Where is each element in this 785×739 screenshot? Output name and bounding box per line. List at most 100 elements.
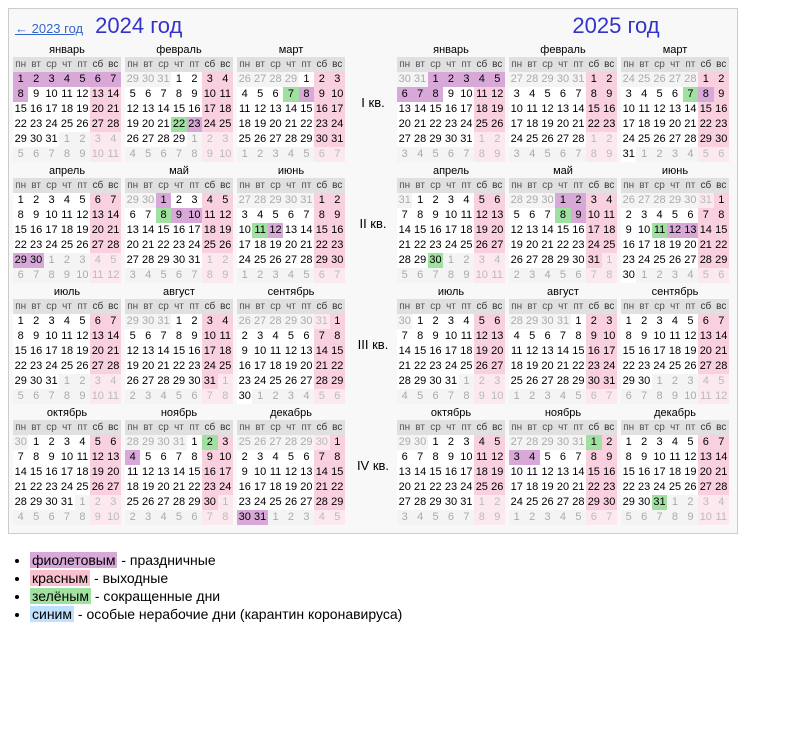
weekday-header: вт bbox=[28, 57, 43, 72]
weekday-header: пт bbox=[459, 178, 474, 193]
day-cell: 1 bbox=[171, 72, 186, 87]
day-cell: 19 bbox=[125, 117, 140, 132]
weekday-header: вс bbox=[218, 57, 233, 72]
day-cell: 21 bbox=[397, 238, 412, 253]
day-cell: 23 bbox=[28, 359, 43, 374]
day-cell: 13 bbox=[683, 223, 698, 238]
day-cell: 2 bbox=[683, 495, 698, 510]
day-cell: 7 bbox=[330, 147, 345, 162]
month-title: сентябрь bbox=[237, 285, 345, 299]
weekday-header: пн bbox=[13, 299, 28, 314]
day-cell: 28 bbox=[540, 253, 555, 268]
day-cell: 6 bbox=[90, 193, 105, 208]
day-cell: 25 bbox=[459, 359, 474, 374]
day-cell: 3 bbox=[237, 208, 252, 223]
day-cell: 9 bbox=[90, 510, 105, 525]
day-cell: 26 bbox=[621, 193, 636, 208]
day-cell: 25 bbox=[636, 132, 651, 147]
day-cell: 19 bbox=[90, 465, 105, 480]
day-cell: 18 bbox=[524, 480, 539, 495]
prev-year-link[interactable]: ← 2023 год bbox=[15, 21, 83, 36]
day-cell: 15 bbox=[156, 223, 171, 238]
day-cell: 8 bbox=[59, 389, 74, 404]
day-cell: 29 bbox=[586, 495, 601, 510]
day-cell: 29 bbox=[540, 72, 555, 87]
day-cell: 9 bbox=[714, 87, 729, 102]
day-cell: 28 bbox=[509, 193, 524, 208]
day-cell: 21 bbox=[13, 480, 28, 495]
quarter-row: январьпнвтсрчтптсбвс12345678910111213141… bbox=[13, 43, 397, 162]
weekday-header: пт bbox=[75, 299, 90, 314]
weekday-header: пн bbox=[509, 57, 524, 72]
weekday-header: ср bbox=[428, 299, 443, 314]
day-cell: 2 bbox=[652, 147, 667, 162]
day-cell: 3 bbox=[474, 253, 489, 268]
month-апрель: апрельпнвтсрчтптсбвс12345678910111213141… bbox=[13, 164, 121, 283]
day-cell: 30 bbox=[44, 495, 59, 510]
day-cell: 4 bbox=[283, 147, 298, 162]
day-cell: 28 bbox=[268, 72, 283, 87]
day-cell: 29 bbox=[299, 435, 314, 450]
day-cell: 25 bbox=[125, 495, 140, 510]
weekday-header: ср bbox=[428, 178, 443, 193]
day-cell: 12 bbox=[490, 87, 505, 102]
day-cell: 23 bbox=[202, 480, 217, 495]
day-cell: 25 bbox=[667, 359, 682, 374]
day-cell: 26 bbox=[652, 132, 667, 147]
day-cell: 19 bbox=[75, 223, 90, 238]
weekday-header: вт bbox=[140, 57, 155, 72]
day-cell: 16 bbox=[571, 223, 586, 238]
day-cell: 27 bbox=[509, 435, 524, 450]
quarter-label: II кв. bbox=[353, 216, 393, 231]
weekday-header: сб bbox=[474, 420, 489, 435]
day-cell: 4 bbox=[459, 314, 474, 329]
day-cell: 3 bbox=[667, 268, 682, 283]
day-cell: 12 bbox=[474, 329, 489, 344]
day-cell: 27 bbox=[555, 495, 570, 510]
day-cell: 6 bbox=[314, 268, 329, 283]
month-июль: июльпнвтсрчтптсбвс1234567891011121314151… bbox=[13, 285, 121, 404]
day-cell: 4 bbox=[412, 147, 427, 162]
month-grid: пнвтсрчтптсбвс30123456789101112131415161… bbox=[13, 420, 121, 525]
month-grid: пнвтсрчтптсбвс24252627281234567891011121… bbox=[621, 57, 729, 162]
day-cell: 8 bbox=[652, 389, 667, 404]
weekday-header: ср bbox=[268, 420, 283, 435]
day-cell: 5 bbox=[156, 268, 171, 283]
day-cell: 29 bbox=[125, 72, 140, 87]
weekday-header: чт bbox=[443, 57, 458, 72]
weekday-header: вт bbox=[636, 57, 651, 72]
day-cell: 6 bbox=[555, 147, 570, 162]
day-cell: 3 bbox=[90, 374, 105, 389]
day-cell: 28 bbox=[524, 435, 539, 450]
month-декабрь: декабрьпнвтсрчтптсбвс1234567891011121314… bbox=[621, 406, 729, 525]
day-cell: 16 bbox=[443, 465, 458, 480]
day-cell: 26 bbox=[283, 374, 298, 389]
day-cell: 3 bbox=[106, 495, 121, 510]
legend-green-rest: - сокращенные дни bbox=[91, 588, 220, 604]
day-cell: 17 bbox=[443, 223, 458, 238]
day-cell: 25 bbox=[218, 359, 233, 374]
legend-red-rest: - выходные bbox=[90, 570, 168, 586]
day-cell: 22 bbox=[187, 480, 202, 495]
day-cell: 30 bbox=[13, 435, 28, 450]
day-cell: 30 bbox=[171, 253, 186, 268]
day-cell: 10 bbox=[75, 268, 90, 283]
day-cell: 8 bbox=[13, 87, 28, 102]
day-cell: 12 bbox=[490, 450, 505, 465]
month-grid: пнвтсрчтптсбвс26272829303112345678910111… bbox=[621, 178, 729, 283]
day-cell: 6 bbox=[524, 208, 539, 223]
day-cell: 23 bbox=[443, 117, 458, 132]
day-cell: 4 bbox=[683, 268, 698, 283]
month-сентябрь: сентябрьпнвтсрчтптсбвс123456789101112131… bbox=[621, 285, 729, 404]
day-cell: 29 bbox=[13, 253, 28, 268]
day-cell: 3 bbox=[586, 193, 601, 208]
day-cell: 21 bbox=[714, 344, 729, 359]
day-cell: 6 bbox=[443, 510, 458, 525]
day-cell: 18 bbox=[268, 359, 283, 374]
day-cell: 14 bbox=[314, 465, 329, 480]
weekday-header: пт bbox=[187, 57, 202, 72]
day-cell: 25 bbox=[237, 435, 252, 450]
day-cell: 8 bbox=[187, 147, 202, 162]
day-cell: 3 bbox=[125, 268, 140, 283]
quarter-row: июльпнвтсрчтптсбвс1234567891011121314151… bbox=[13, 285, 397, 404]
